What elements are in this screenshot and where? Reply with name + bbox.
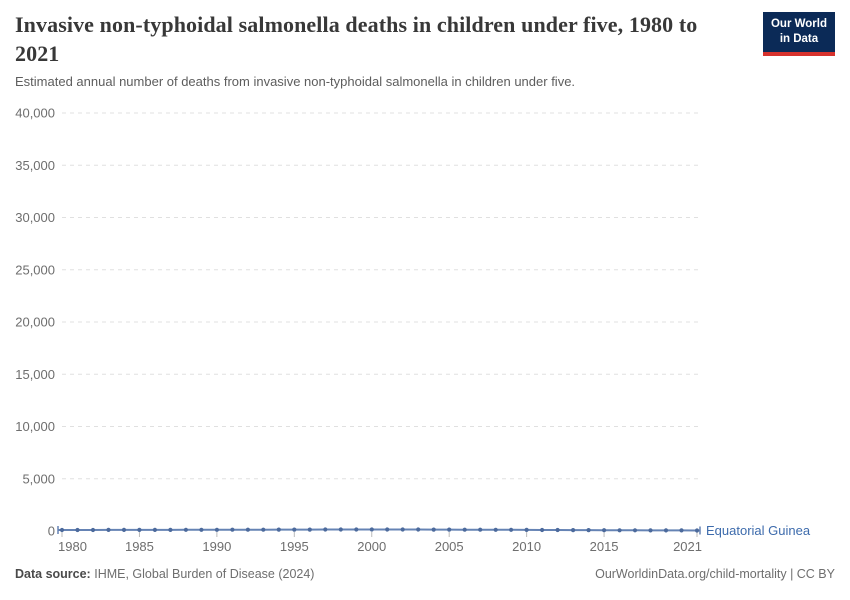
data-point[interactable]: [462, 527, 467, 532]
y-tick-label: 35,000: [15, 158, 55, 173]
data-point[interactable]: [214, 527, 219, 532]
data-point[interactable]: [354, 527, 359, 532]
owid-logo-line2: in Data: [779, 32, 819, 45]
y-tick-label: 5,000: [22, 471, 55, 486]
x-tick-label: 2021: [673, 539, 702, 554]
data-point[interactable]: [338, 527, 343, 532]
data-point[interactable]: [602, 528, 607, 533]
data-point[interactable]: [292, 527, 297, 532]
data-point[interactable]: [183, 527, 188, 532]
data-point[interactable]: [59, 527, 65, 533]
data-point[interactable]: [555, 527, 560, 533]
data-source-label: Data source:: [15, 567, 91, 581]
owid-logo[interactable]: Our World in Data: [762, 12, 835, 56]
data-point[interactable]: [478, 527, 483, 532]
data-point[interactable]: [694, 528, 700, 533]
x-tick-label: 1995: [280, 539, 309, 554]
y-tick-label: 20,000: [15, 315, 55, 330]
y-tick-label: 0: [48, 524, 55, 539]
data-series-line[interactable]: [57, 526, 701, 535]
data-point[interactable]: [493, 527, 498, 532]
data-point[interactable]: [416, 527, 421, 532]
data-point[interactable]: [447, 527, 452, 532]
data-point[interactable]: [400, 527, 405, 532]
data-point[interactable]: [524, 527, 529, 532]
data-point[interactable]: [540, 527, 545, 533]
y-axis-labels: 0 5,000 10,000 15,000 20,000 25,000 30,000 35,0…: [15, 106, 55, 539]
data-point[interactable]: [632, 528, 638, 533]
data-point[interactable]: [679, 528, 684, 533]
data-point[interactable]: [571, 528, 576, 533]
x-tick-label: 2000: [357, 539, 386, 554]
series-label-equatorial-guinea[interactable]: Equatorial Guinea: [706, 523, 811, 538]
data-point[interactable]: [509, 527, 514, 532]
data-point[interactable]: [106, 527, 111, 532]
y-tick-label: 25,000: [15, 262, 55, 277]
x-tick-label: 1980: [58, 539, 87, 554]
data-point[interactable]: [617, 528, 622, 533]
data-point[interactable]: [385, 527, 390, 532]
data-point[interactable]: [307, 527, 312, 532]
data-point[interactable]: [230, 527, 235, 532]
data-point[interactable]: [586, 528, 591, 533]
data-source: Data source: IHME, Global Burden of Dise…: [15, 567, 314, 581]
data-point[interactable]: [323, 527, 328, 532]
data-point[interactable]: [648, 528, 653, 533]
data-source-value: IHME, Global Burden of Disease (2024): [94, 567, 315, 581]
x-tick-label: 2015: [590, 539, 619, 554]
x-axis-labels: 1980 1985 1990 1995 2000 2005 2010 2015 2021: [58, 532, 702, 554]
data-point[interactable]: [152, 527, 157, 532]
data-point[interactable]: [121, 527, 127, 532]
data-point[interactable]: [90, 527, 96, 533]
data-point[interactable]: [199, 527, 204, 532]
data-point[interactable]: [245, 527, 250, 532]
y-tick-label: 15,000: [15, 367, 55, 382]
y-tick-label: 10,000: [15, 419, 55, 434]
x-tick-label: 1985: [125, 539, 154, 554]
x-tick-label: 2010: [512, 539, 541, 554]
attribution-link[interactable]: OurWorldinData.org/child-mortality | CC …: [595, 567, 835, 581]
data-point[interactable]: [431, 527, 436, 532]
chart-title: Invasive non-typhoidal salmonella deaths…: [15, 12, 698, 67]
chart-footer: Data source: IHME, Global Burden of Dise…: [15, 567, 835, 581]
data-point[interactable]: [137, 527, 142, 532]
data-point[interactable]: [75, 527, 80, 533]
x-tick-label: 1990: [202, 539, 231, 554]
gridlines: [62, 112, 700, 480]
owid-logo-line1: Our World: [770, 18, 827, 30]
line-chart-svg[interactable]: 0 5,000 10,000 15,000 20,000 25,000 30,000 35,0…: [0, 100, 850, 560]
y-tick-label: 40,000: [15, 106, 55, 121]
data-point[interactable]: [261, 527, 266, 532]
data-point[interactable]: [369, 527, 374, 532]
data-point[interactable]: [276, 527, 281, 532]
data-point[interactable]: [663, 528, 669, 533]
y-tick-label: 30,000: [15, 210, 55, 225]
data-point[interactable]: [168, 527, 173, 532]
chart-subtitle: Estimated annual number of deaths from i…: [15, 74, 576, 89]
x-tick-label: 2005: [435, 539, 464, 554]
series-path: [58, 528, 700, 532]
line-chart[interactable]: 0 5,000 10,000 15,000 20,000 25,000 30,000 35,0…: [0, 100, 850, 560]
